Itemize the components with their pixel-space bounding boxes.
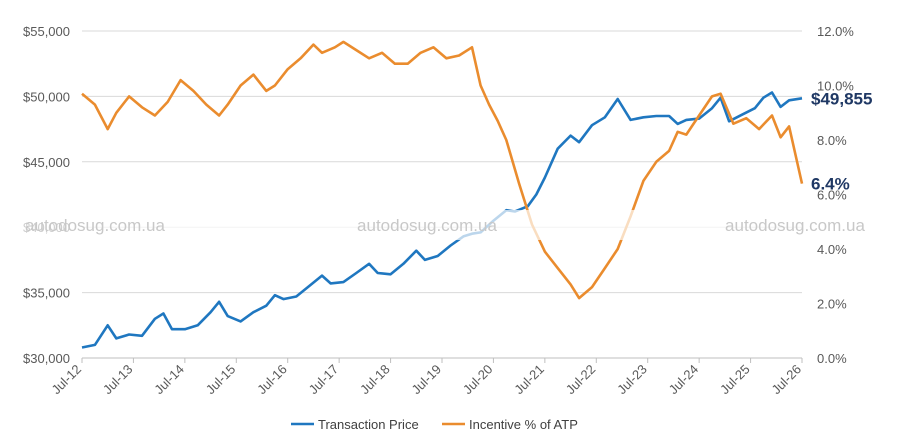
y-right-tick-label: 12.0% <box>817 24 854 39</box>
x-tick-label: Jul-22 <box>563 362 599 398</box>
y-left-tick-label: $50,000 <box>23 89 70 104</box>
x-tick-label: Jul-12 <box>48 362 84 398</box>
x-tick-label: Jul-26 <box>768 362 804 398</box>
x-tick-label: Jul-16 <box>254 362 290 398</box>
y-right-tick-label: 2.0% <box>817 297 847 312</box>
x-tick-label: Jul-20 <box>460 362 496 398</box>
watermark-band-bg <box>0 210 900 240</box>
y-right-tick-label: 6.0% <box>817 188 847 203</box>
x-tick-label: Jul-15 <box>203 362 239 398</box>
y-right-tick-label: 4.0% <box>817 242 847 257</box>
y-left-ticks: $30,000$35,000$40,000$45,000$50,000$55,0… <box>23 24 70 366</box>
watermark-text: autodosug.com.ua <box>357 216 497 235</box>
x-tick-label: Jul-23 <box>614 362 650 398</box>
callout-label: $49,855 <box>811 89 872 108</box>
x-tick-label: Jul-19 <box>408 362 444 398</box>
y-right-ticks: 0.0% 2.0% 4.0% 6.0% 8.0% 10.0% 12.0% <box>817 24 854 366</box>
y-left-tick-label: $55,000 <box>23 24 70 39</box>
y-right-tick-label: 0.0% <box>817 351 847 366</box>
x-tick-label: Jul-24 <box>666 362 702 398</box>
watermark-text: autodosug.com.ua <box>725 216 865 235</box>
series-line-incentive-of-atp <box>81 40 804 300</box>
legend-label: Transaction Price <box>318 417 419 432</box>
x-tick-label: Jul-14 <box>151 362 187 398</box>
x-tick-label: Jul-13 <box>100 362 136 398</box>
series-line-transaction-price <box>81 91 803 349</box>
series-lines <box>81 40 804 349</box>
y-left-tick-label: $45,000 <box>23 155 70 170</box>
legend-label: Incentive % of ATP <box>469 417 578 432</box>
watermark-text: autodosug.com.ua <box>25 216 165 235</box>
x-tick-label: Jul-18 <box>357 362 393 398</box>
x-ticks: Jul-12 Jul-13 Jul-14 Jul-15 Jul-16 Jul-17 Jul-… <box>48 358 804 397</box>
watermark-band: autodosug.com.ua autodosug.com.ua autodosu… <box>0 210 900 240</box>
grid-lines <box>82 30 802 359</box>
x-tick-label: Jul-17 <box>306 362 342 398</box>
y-right-tick-label: 10.0% <box>817 79 854 94</box>
y-left-tick-label: $30,000 <box>23 351 70 366</box>
x-tick-label: Jul-21 <box>511 362 547 398</box>
y-left-tick-label: $35,000 <box>23 286 70 301</box>
callouts: $49,855 6.4% <box>811 89 872 193</box>
legend: Transaction Price Incentive % of ATP <box>291 417 578 432</box>
x-tick-label: Jul-25 <box>717 362 753 398</box>
y-right-tick-label: 8.0% <box>817 133 847 148</box>
callout-label: 6.4% <box>811 175 850 194</box>
